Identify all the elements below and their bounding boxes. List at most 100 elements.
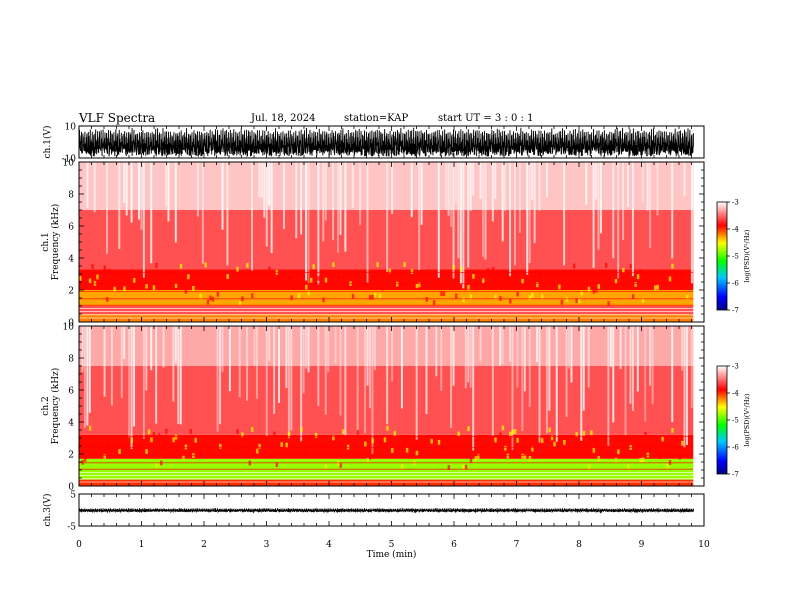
ch2-spectrogram-fleck: [103, 454, 107, 460]
ch2-spectrogram-streak: [607, 326, 610, 446]
ch2-spectrogram-fleck: [587, 464, 591, 470]
ch1-spectrogram-streak: [260, 162, 263, 198]
x-tick-label: 9: [639, 540, 645, 550]
ch1-spectrogram-fleck: [398, 282, 401, 288]
ch1-spectrogram-fleck: [317, 275, 320, 281]
ch1-spectrogram-streak: [86, 162, 89, 208]
ch1-spectrogram-streak: [140, 162, 143, 230]
ch1-spectrogram-fleck: [597, 284, 600, 289]
ch1-spectrogram-fleck: [482, 278, 485, 284]
ch1-spectrogram-streak: [165, 162, 167, 207]
ch2-spectrogram-streak: [511, 326, 514, 450]
ch1-spectrogram-fleck: [337, 273, 340, 279]
ch1-spectrogram-fleck: [469, 294, 473, 300]
ch1-spectrogram-fleck: [536, 282, 539, 288]
ch2-spectrogram-streak: [219, 326, 222, 425]
ch1-spectrogram-fleck: [631, 294, 635, 300]
header-title: VLF Spectra: [79, 111, 156, 125]
ch1-spectrogram-fleck: [192, 285, 195, 291]
ch2-spectrogram-fleck: [172, 437, 175, 443]
ch2-spectrogram-streak: [339, 326, 342, 416]
ch2-spectrogram-fleck: [646, 452, 650, 458]
x-tick-label: 6: [451, 540, 457, 550]
ch1-spectrogram-streak: [445, 162, 448, 210]
ch1-spectrogram-fleck: [494, 294, 497, 300]
ch1-spectrogram-ytick-label: 6: [68, 223, 74, 233]
ch2-spectrogram-fleck: [324, 464, 328, 470]
ch2-spectrogram-streak: [555, 326, 558, 442]
ch2-spectrogram-streak: [366, 326, 369, 386]
ch1-spectrogram-colorbar-tick-label: -6: [732, 280, 739, 288]
ch1-spectrogram-fleck: [314, 283, 318, 289]
ch1-spectrogram-fleck: [79, 276, 82, 281]
ch2-spectrogram-ytick-label: 2: [68, 451, 74, 461]
x-tick-label: 10: [698, 540, 710, 550]
ch2-spectrogram-fleck: [666, 463, 669, 469]
ch1-spectrogram-streak: [641, 162, 644, 202]
ch2-spectrogram-fleck: [189, 428, 193, 434]
ch1-spectrogram-streak: [418, 162, 421, 271]
ch2-spectrogram-streak: [278, 326, 281, 403]
ch2-spectrogram-streak: [683, 326, 686, 448]
ch2-spectrogram-streak: [629, 326, 632, 404]
ch1-spectrogram-streak: [513, 162, 516, 266]
ch2-spectrogram-streak: [123, 326, 126, 359]
ch2-spectrogram-streak: [469, 326, 472, 388]
ch1-spectrogram-streak: [528, 162, 531, 264]
ch1-spectrogram-streak: [265, 162, 268, 247]
x-tick-label: 5: [389, 540, 395, 550]
ch1-spectrogram-fleck: [425, 296, 428, 302]
ch2-spectrogram-fleck: [106, 443, 109, 448]
ch2-spectrogram-streak: [391, 326, 394, 382]
ch2-spectrogram-fleck: [678, 454, 682, 460]
ch2-spectrogram-streak: [479, 326, 482, 361]
ch1-spectrogram-fleck: [604, 262, 608, 268]
ch1-spectrogram-fleck: [459, 266, 463, 272]
ch1-spectrogram-fleck: [332, 262, 335, 268]
ch1-spectrogram-fleck: [639, 269, 642, 275]
ch2-spectrogram-streak: [83, 326, 86, 428]
ch1-spectrogram-streak: [545, 162, 548, 198]
ch2-spectrogram-fleck: [165, 428, 168, 434]
x-tick-label: 8: [576, 540, 582, 550]
ch2-spectrogram-ytick-label: 6: [68, 387, 74, 397]
ch1-spectrogram-colorbar-tick-label: -4: [732, 226, 739, 234]
ch2-spectrogram-fleck: [341, 429, 345, 435]
ch1-spectrogram-streak: [332, 162, 335, 241]
x-tick-label: 7: [514, 540, 520, 550]
ch1-spectrogram-colorbar-tick-label: -5: [732, 253, 739, 261]
ch2-spectrogram-fleck: [516, 437, 519, 443]
ch1-spectrogram-streak: [322, 162, 325, 242]
ch2-spectrogram-ytick-label: 10: [63, 323, 75, 333]
ch1-spectrogram-streak: [592, 162, 595, 268]
ch1-spectrogram-fleck: [96, 274, 99, 280]
ch2-spectrogram-fleck: [671, 427, 674, 433]
ch2-spectrogram-streak: [130, 326, 133, 450]
ch1-spectrogram-fleck: [287, 275, 291, 281]
ch2-spectrogram-streak: [686, 326, 688, 446]
ch2-spectrogram-streak: [580, 326, 583, 441]
ch1-spectrogram-fleck: [155, 262, 158, 268]
ch2-spectrogram-streak: [671, 326, 674, 423]
ch1-spectrogram-fleck: [595, 287, 598, 293]
header-start-time: start UT = 3 : 0 : 1: [438, 113, 534, 124]
ch1-spectrogram-streak: [649, 162, 652, 248]
ch1-spectrogram-fleck: [290, 295, 293, 301]
ch1-spectrogram-fleck: [531, 292, 534, 298]
ch1-spectrogram-fleck: [373, 292, 377, 298]
ch2-spectrogram-fleck: [147, 429, 151, 435]
ch1-spectrogram-fleck: [179, 263, 183, 269]
ch2-spectrogram-streak: [128, 326, 131, 438]
ch1-spectrogram-streak: [174, 162, 177, 243]
ch2-spectrogram-streak: [516, 326, 519, 388]
ch2-spectrogram-streak: [536, 326, 539, 363]
ch1-spectrogram-streak: [263, 162, 266, 218]
ch1-spectrogram-streak: [494, 162, 497, 199]
ch2-spectrogram-streak: [155, 326, 158, 424]
ch2-spectrogram-fleck: [152, 432, 156, 437]
ch2-spectrogram-fleck: [619, 436, 623, 442]
ch1-spectrogram-fleck: [123, 286, 126, 292]
ch2-spectrogram-streak: [570, 326, 573, 383]
ch1-spectrogram-fleck: [587, 286, 591, 292]
ch1-spectrogram-fleck: [108, 268, 111, 274]
